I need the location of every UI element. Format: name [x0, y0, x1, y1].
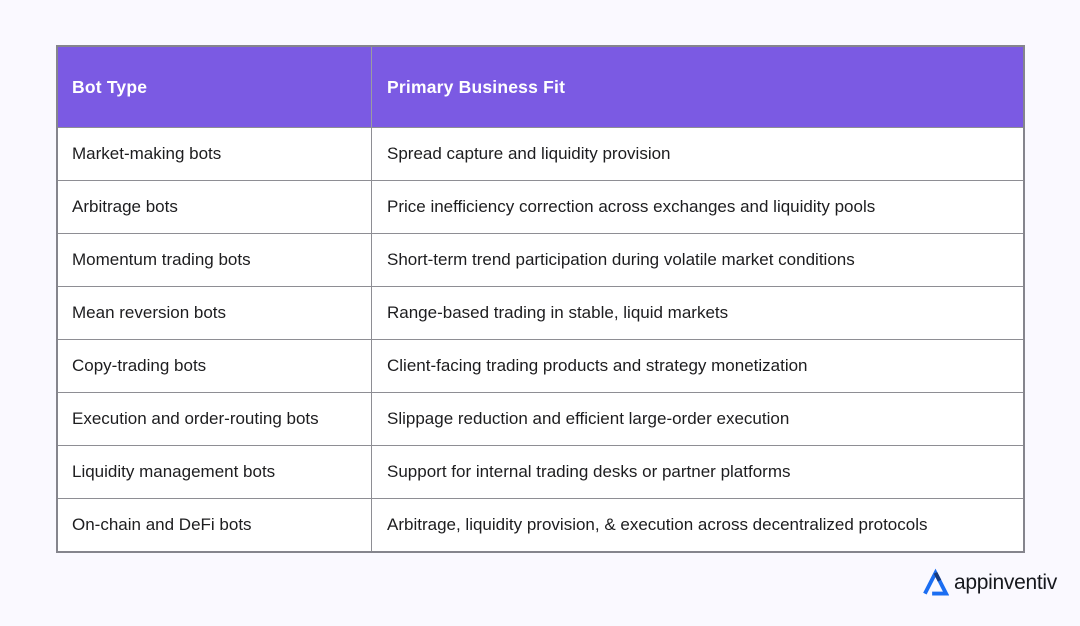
table-row: Momentum trading bots Short-term trend p… [58, 233, 1023, 286]
appinventiv-triangle-a-icon [922, 568, 950, 598]
column-header-bot-type: Bot Type [72, 76, 148, 97]
cell-bot-type: Mean reversion bots [72, 303, 227, 322]
cell-business-fit: Client-facing trading products and strat… [371, 340, 1023, 392]
table-row: Copy-trading bots Client-facing trading … [58, 339, 1023, 392]
table-row: On-chain and DeFi bots Arbitrage, liquid… [58, 498, 1023, 551]
table-row: Execution and order-routing bots Slippag… [58, 392, 1023, 445]
cell-business-fit: Price inefficiency correction across exc… [371, 181, 1023, 233]
appinventiv-wordmark: appinventiv [954, 571, 1057, 594]
cell-bot-type: On-chain and DeFi bots [72, 515, 252, 534]
cell-bot-type: Market-making bots [72, 144, 222, 163]
cell-business-fit: Arbitrage, liquidity provision, & execut… [371, 499, 1023, 551]
bot-types-table: Bot Type Primary Business Fit Market-mak… [56, 45, 1025, 553]
table-header-row: Bot Type Primary Business Fit [58, 47, 1023, 127]
cell-bot-type: Liquidity management bots [72, 462, 276, 481]
cell-business-fit: Support for internal trading desks or pa… [371, 446, 1023, 498]
table-row: Arbitrage bots Price inefficiency correc… [58, 180, 1023, 233]
column-header-primary-business-fit: Primary Business Fit [371, 47, 1023, 127]
cell-business-fit: Spread capture and liquidity provision [371, 128, 1023, 180]
cell-business-fit: Slippage reduction and efficient large-o… [371, 393, 1023, 445]
table-row: Mean reversion bots Range-based trading … [58, 286, 1023, 339]
table-row: Liquidity management bots Support for in… [58, 445, 1023, 498]
table-row: Market-making bots Spread capture and li… [58, 127, 1023, 180]
cell-bot-type: Momentum trading bots [72, 250, 251, 269]
cell-business-fit: Range-based trading in stable, liquid ma… [371, 287, 1023, 339]
cell-bot-type: Execution and order-routing bots [72, 409, 319, 428]
cell-business-fit: Short-term trend participation during vo… [371, 234, 1023, 286]
cell-bot-type: Arbitrage bots [72, 197, 178, 216]
cell-bot-type: Copy-trading bots [72, 356, 207, 375]
appinventiv-logo: appinventiv [922, 568, 1057, 598]
